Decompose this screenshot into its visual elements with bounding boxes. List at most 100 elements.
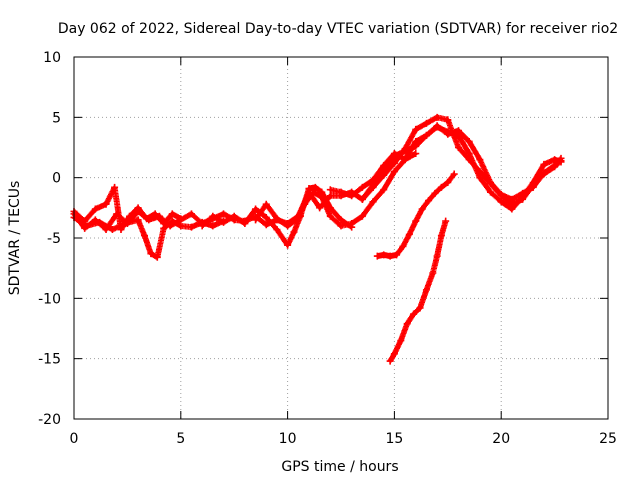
data-point	[309, 188, 317, 196]
data-point	[422, 286, 430, 294]
data-point	[134, 216, 142, 224]
data-point	[358, 183, 366, 191]
data-point	[465, 156, 473, 164]
data-point	[465, 137, 473, 145]
axis-ticks: 0 5 10 15 20 25 -20 -15 -10 -5 0 5 10	[38, 50, 617, 447]
data-point	[487, 180, 495, 188]
data-point	[262, 213, 270, 221]
data-point	[337, 216, 345, 224]
x-tick-label: 20	[492, 431, 510, 447]
data-point	[386, 252, 394, 260]
data-point	[301, 200, 309, 208]
x-tick-label: 5	[176, 431, 185, 447]
data-point	[444, 178, 452, 186]
data-point	[437, 232, 445, 240]
data-point	[416, 304, 424, 312]
data-point	[425, 197, 433, 205]
data-point	[444, 116, 452, 124]
x-tick-label: 25	[599, 431, 617, 447]
x-axis-label: GPS time / hours	[281, 459, 398, 475]
data-point	[557, 157, 565, 165]
y-tick-label: -5	[47, 231, 61, 247]
data-point	[316, 204, 324, 212]
data-point	[262, 200, 270, 208]
data-point	[519, 195, 527, 203]
data-point	[487, 188, 495, 196]
data-point	[369, 198, 377, 206]
y-tick-label: -10	[38, 291, 61, 307]
data-point	[290, 228, 298, 236]
data-point	[454, 144, 462, 151]
data-point	[262, 221, 270, 229]
data-point	[540, 160, 548, 168]
data-point	[529, 181, 537, 189]
data-point	[241, 220, 249, 228]
data-point	[111, 183, 119, 191]
data-point	[412, 142, 420, 150]
series-sat-j	[386, 217, 450, 365]
data-point	[273, 226, 281, 234]
data-point	[358, 195, 366, 203]
data-point	[399, 242, 407, 250]
data-point	[220, 210, 228, 218]
data-point	[252, 216, 260, 224]
data-point	[410, 310, 418, 318]
chart-title: Day 062 of 2022, Sidereal Day-to-day VTE…	[58, 21, 618, 37]
data-point	[412, 217, 420, 225]
y-tick-label: 5	[52, 110, 61, 126]
data-point	[220, 218, 228, 226]
data-point	[393, 251, 401, 259]
y-tick-label: 0	[52, 171, 61, 187]
data-point	[442, 217, 450, 225]
series-sat-d	[198, 183, 356, 249]
data-point	[108, 226, 116, 234]
data-point	[153, 253, 161, 261]
data-point	[390, 168, 398, 176]
series-sat-g	[358, 122, 565, 203]
y-tick-label: -15	[38, 352, 61, 368]
data-point	[497, 198, 505, 206]
data-point	[337, 222, 345, 230]
y-tick-label: 10	[43, 50, 61, 66]
data-point	[380, 171, 388, 179]
data-point	[83, 222, 91, 230]
data-point	[326, 212, 334, 220]
series-sat-i	[373, 170, 458, 260]
data-point	[230, 212, 238, 220]
data-point	[540, 170, 548, 178]
data-point	[508, 200, 516, 208]
data-point	[401, 145, 409, 153]
y-tick-label: -20	[38, 412, 61, 428]
data-point	[147, 250, 155, 258]
data-point	[326, 192, 334, 200]
data-point	[390, 350, 398, 358]
data-point	[380, 251, 388, 259]
data-point	[102, 200, 110, 208]
x-tick-label: 15	[385, 431, 403, 447]
data-point	[311, 183, 319, 191]
data-point	[187, 210, 195, 218]
data-point	[252, 205, 260, 213]
data-point	[431, 189, 439, 197]
data-point	[121, 220, 129, 228]
data-point	[390, 159, 398, 167]
data-point	[412, 150, 420, 158]
data-point	[292, 216, 300, 224]
data-point	[418, 205, 426, 213]
data-point	[140, 232, 148, 240]
data-point	[380, 186, 388, 194]
series-sat-e	[252, 150, 420, 230]
data-point	[422, 119, 430, 127]
data-point	[433, 252, 441, 260]
data-point	[369, 183, 377, 191]
series-markers	[370, 114, 563, 208]
data-point	[444, 130, 452, 138]
data-point	[168, 217, 176, 225]
data-point	[284, 222, 292, 230]
data-point	[198, 222, 206, 230]
y-axis-label: SDTVAR / TECUs	[7, 181, 23, 296]
data-point	[209, 212, 217, 220]
data-point	[403, 320, 411, 328]
series-sat-h	[369, 113, 565, 208]
